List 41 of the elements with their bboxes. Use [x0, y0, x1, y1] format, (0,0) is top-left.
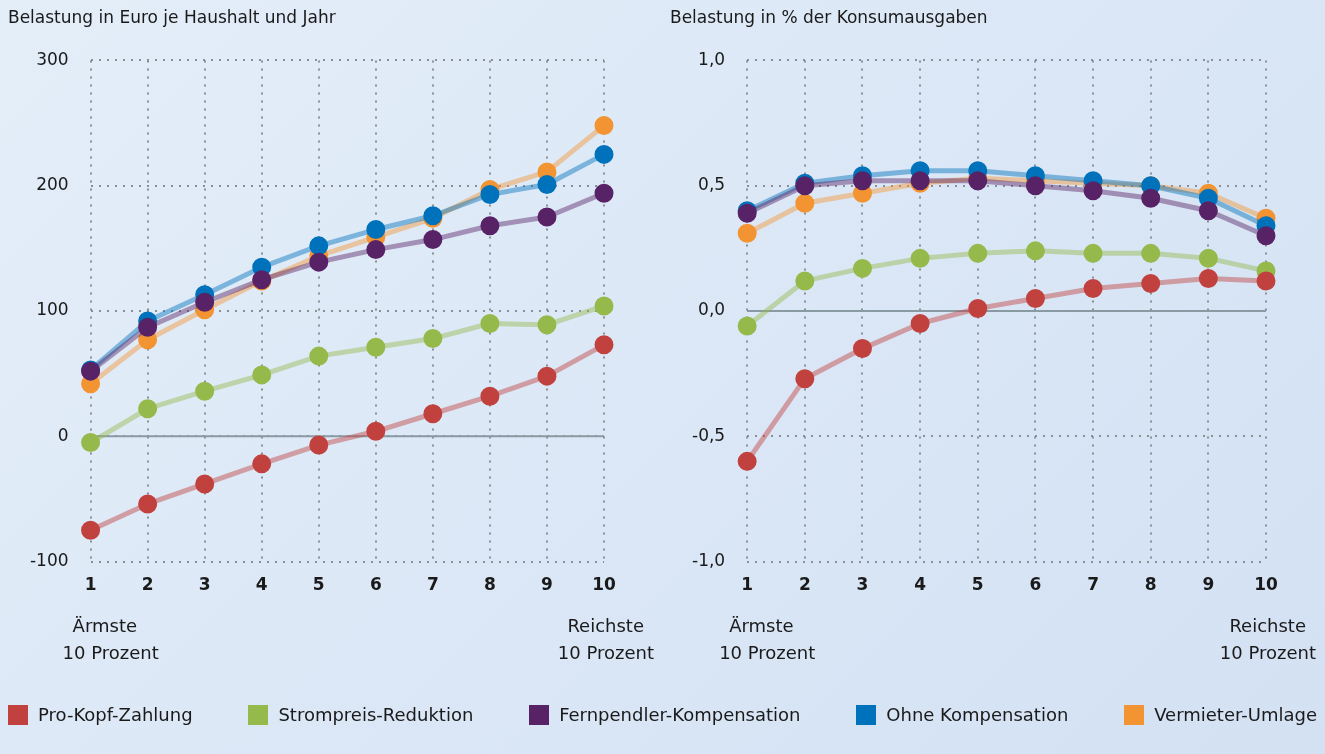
- y-tick-label: -0,5: [692, 424, 726, 445]
- chart-title: Belastung in % der Konsumausgaben: [670, 6, 988, 27]
- chart-title: Belastung in Euro je Haushalt und Jahr: [8, 6, 336, 27]
- x-tick-label: 6: [369, 574, 382, 595]
- x-tick-label: 9: [1202, 574, 1215, 595]
- text: Reichste 10 Prozent: [1219, 614, 1316, 663]
- legend-label: Strompreis-Reduktion: [278, 704, 474, 725]
- legend-label: Ohne Kompensation: [886, 704, 1069, 725]
- legend-label: Pro-Kopf-Zahlung: [38, 704, 193, 725]
- x-tick-label: 1: [741, 574, 754, 595]
- y-tick-label: -100: [29, 550, 69, 571]
- y-tick-label: 0,5: [698, 174, 726, 195]
- y-tick-label: -1,0: [692, 550, 726, 571]
- x-tick-label: 9: [541, 574, 553, 595]
- text: Ärmste 10 Prozent: [719, 614, 816, 663]
- y-tick-label: 1,0: [698, 48, 726, 69]
- x-tick-label: 2: [141, 574, 154, 595]
- x-tick-label: 2: [798, 574, 811, 595]
- x-tick-label: 3: [198, 574, 211, 595]
- y-tick-label: 300: [36, 48, 69, 69]
- legend-label: Fernpendler-Kompensation: [559, 704, 801, 725]
- text: Ärmste 10 Prozent: [62, 614, 159, 663]
- x-tick-label: 5: [312, 574, 325, 595]
- x-tick-label: 3: [856, 574, 869, 595]
- x-tick-label: 5: [971, 574, 984, 595]
- y-tick-label: 200: [36, 174, 69, 195]
- x-tick-label: 8: [483, 574, 496, 595]
- x-tick-label: 10: [1254, 574, 1278, 595]
- x-tick-label: 7: [426, 574, 439, 595]
- x-tick-label: 4: [255, 574, 268, 595]
- x-tick-label: 4: [914, 574, 927, 595]
- y-tick-label: 100: [36, 299, 69, 320]
- x-tick-label: 8: [1144, 574, 1157, 595]
- x-tick-label: 7: [1087, 574, 1099, 595]
- y-tick-label: 0: [57, 424, 69, 445]
- legend-label: Vermieter-Umlage: [1154, 704, 1317, 725]
- text: Reichste 10 Prozent: [557, 614, 654, 663]
- x-tick-label: 1: [84, 574, 97, 595]
- x-tick-label: 10: [592, 574, 616, 595]
- x-tick-label: 6: [1029, 574, 1042, 595]
- y-tick-label: 0,0: [698, 299, 726, 320]
